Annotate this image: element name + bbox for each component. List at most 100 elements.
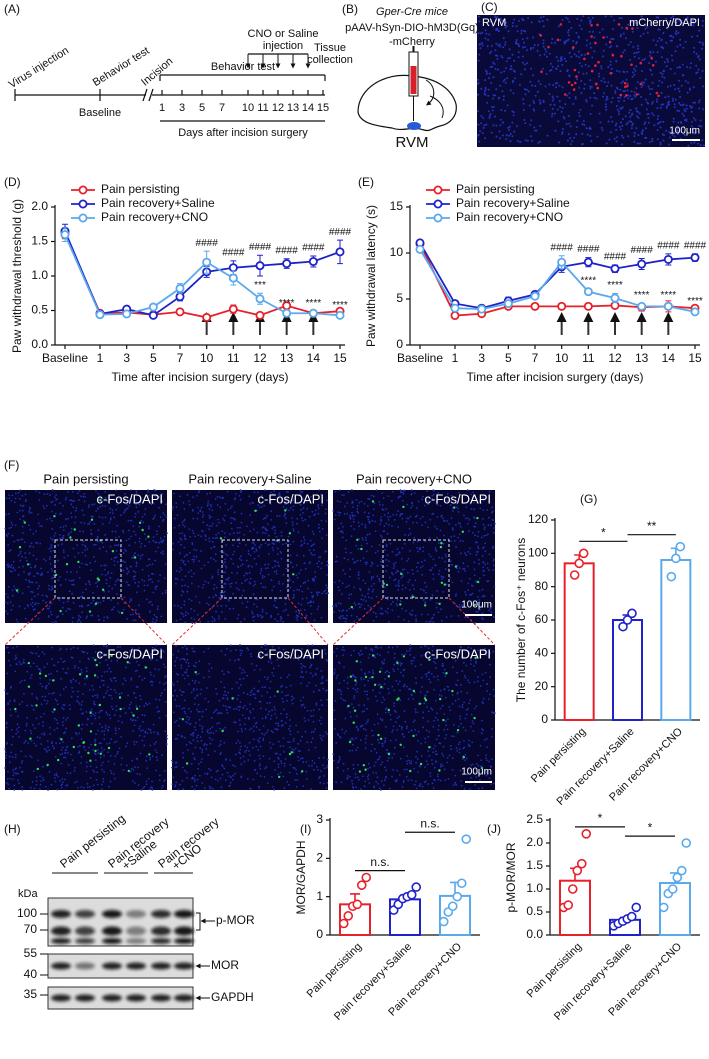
panel-label: (J): [487, 822, 501, 836]
data-point: [335, 310, 345, 320]
column-title: Pain recovery+Saline: [188, 471, 311, 486]
blot-band: [174, 926, 194, 936]
scale-label: 100μm: [669, 126, 700, 137]
x-tick-label: 10: [555, 351, 569, 365]
data-point: [228, 263, 238, 273]
data-point: [148, 302, 158, 312]
blot-strip: [47, 897, 194, 947]
data-point: [450, 303, 460, 313]
y-tick-label: 40: [535, 646, 549, 660]
data-point: [572, 865, 583, 876]
x-tick-label: 5: [505, 351, 512, 365]
cell-dots: [4, 489, 168, 624]
y-axis-label: MOR/GAPDH: [294, 840, 308, 914]
cell-dots: [539, 23, 660, 98]
data-point: [676, 865, 687, 876]
day-label: 11: [257, 102, 268, 114]
data-point: [563, 900, 574, 910]
data-point: [557, 301, 567, 311]
comparison-label: n.s.: [420, 816, 439, 830]
significance-label: ####: [329, 227, 352, 238]
marker-label: 100: [17, 906, 37, 920]
data-point: [175, 307, 185, 317]
significance-label: ****: [634, 290, 650, 301]
blot-band: [75, 910, 95, 918]
data-point: [690, 253, 700, 263]
zoom-line: [448, 597, 496, 646]
stain-label: c-Fos/DAPI: [425, 646, 491, 661]
injection-label: CNO or Saline: [248, 28, 319, 40]
data-point: [282, 308, 292, 318]
y-tick-label: 0.0: [31, 337, 48, 351]
data-point: [667, 884, 678, 894]
micrograph: [333, 490, 495, 623]
micrograph: [172, 490, 328, 623]
y-tick-label: 5: [396, 291, 403, 305]
blot-band: [126, 926, 146, 936]
virus-label: -mCherry: [389, 36, 435, 48]
blot-band: [151, 994, 171, 1002]
y-axis-label: p-MOR/MOR: [504, 842, 518, 912]
x-tick-label: 12: [608, 351, 622, 365]
panel-a: (A) Virus injection Behavior test Incisi…: [4, 2, 353, 139]
data-point: [255, 261, 265, 271]
significance-label: ####: [551, 242, 574, 253]
blot-band: [126, 994, 146, 1002]
data-point: [361, 872, 372, 883]
blot-band: [102, 994, 122, 1002]
data-point: [557, 257, 567, 267]
day-label: 10: [242, 102, 254, 114]
significance-label: ***: [254, 280, 266, 291]
data-point: [452, 891, 463, 902]
x-axis-label: Time after incision surgery (days): [112, 370, 289, 384]
blot-band: [51, 994, 71, 1002]
x-tick-label: 13: [280, 351, 294, 365]
day-label: 15: [317, 102, 329, 114]
data-point: [631, 902, 642, 913]
data-point: [672, 872, 683, 883]
blot-band: [174, 962, 194, 970]
y-tick-label: 3: [316, 812, 323, 826]
significance-label: ****: [306, 298, 322, 309]
behavior-label: Behavior test: [211, 61, 275, 73]
blot-band: [51, 910, 71, 918]
cell-dots: [332, 644, 496, 791]
brain-outline: [357, 74, 457, 132]
injection-arrow: [425, 79, 435, 106]
blot-band: [174, 910, 194, 918]
comparison-label: n.s.: [370, 855, 389, 869]
bar: [660, 559, 692, 721]
data-point: [581, 828, 592, 839]
zoom-line: [4, 597, 56, 646]
legend-marker: [433, 213, 443, 223]
blot-band: [151, 962, 171, 970]
blot-band: [126, 962, 146, 970]
data-point: [569, 570, 580, 580]
tissue-label: collection: [307, 54, 353, 66]
day-label: 1: [159, 102, 165, 114]
legend-label: Pain persisting: [101, 182, 180, 196]
data-point: [675, 541, 686, 552]
blot-band: [102, 926, 122, 936]
y-tick-label: 0.5: [526, 904, 543, 918]
zoom-box: [54, 539, 122, 599]
data-point: [637, 301, 647, 311]
data-point: [450, 311, 460, 321]
cell-dots: [15, 498, 150, 615]
data-point: [637, 259, 647, 269]
y-tick-label: 0: [541, 712, 548, 726]
days-axis-label: Days after incision surgery: [178, 127, 308, 139]
data-point: [175, 283, 185, 293]
syringe-fill: [410, 66, 417, 94]
bar: [563, 562, 595, 721]
comparison-label: *: [601, 526, 606, 540]
y-tick-label: 20: [535, 679, 549, 693]
blot-band: [51, 938, 71, 944]
stain-label: c-Fos/DAPI: [97, 491, 163, 506]
timeline-break: [148, 88, 154, 102]
region-label: RVM: [482, 17, 506, 29]
blot-band: [102, 910, 122, 918]
data-point: [411, 882, 422, 892]
data-point: [477, 304, 487, 314]
